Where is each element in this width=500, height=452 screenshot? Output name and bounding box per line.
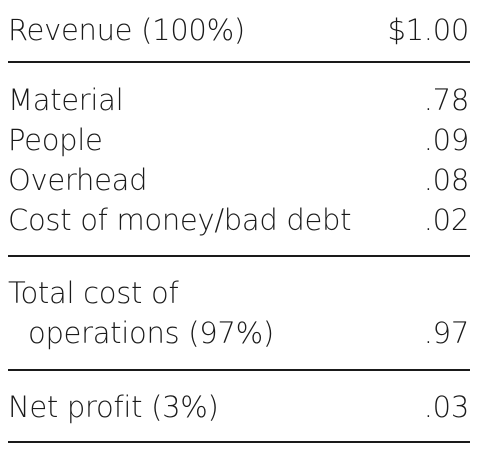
cost-of-money-label: Cost of money/bad debt <box>8 203 352 237</box>
net-profit-label: Net profit (3%) <box>8 390 219 424</box>
material-row: Material .78 <box>8 80 469 120</box>
people-label: People <box>8 123 103 157</box>
people-row: People .09 <box>8 120 469 160</box>
cost-of-money-row: Cost of money/bad debt .02 <box>8 200 469 240</box>
divider-after-revenue <box>8 61 470 63</box>
divider-after-net-profit <box>8 441 470 443</box>
total-cost-label-line1: Total cost of <box>8 276 179 310</box>
total-cost-row-line1: Total cost of <box>8 273 469 313</box>
overhead-row: Overhead .08 <box>8 160 469 200</box>
total-cost-row-line2: operations (97%) .97 <box>8 313 469 353</box>
divider-after-total-cost <box>8 369 470 371</box>
cost-of-money-value: .02 <box>423 203 470 237</box>
revenue-row: Revenue (100%) $1.00 <box>8 10 469 50</box>
total-cost-label-line2: operations (97%) <box>28 316 274 350</box>
revenue-label: Revenue (100%) <box>8 13 245 47</box>
overhead-value: .08 <box>423 163 470 197</box>
overhead-label: Overhead <box>8 163 148 197</box>
material-label: Material <box>8 83 124 117</box>
material-value: .78 <box>423 83 470 117</box>
divider-after-costs <box>8 255 470 257</box>
total-cost-value: .97 <box>423 316 470 350</box>
net-profit-row: Net profit (3%) .03 <box>8 387 469 427</box>
revenue-value: $1.00 <box>387 13 469 47</box>
people-value: .09 <box>423 123 470 157</box>
net-profit-value: .03 <box>423 390 470 424</box>
